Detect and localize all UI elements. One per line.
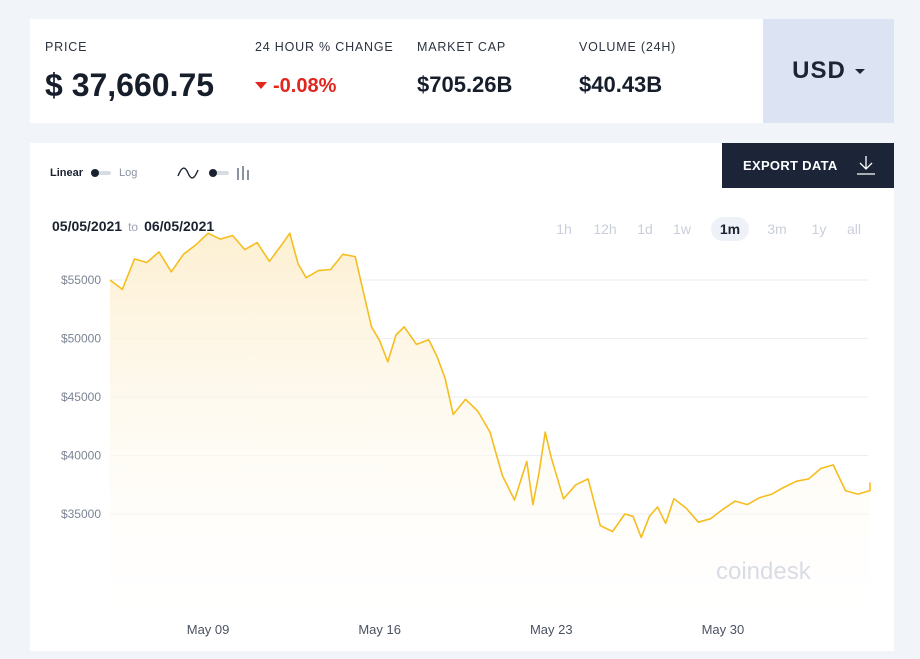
y-tick-label: $45000 — [61, 390, 101, 404]
currency-label: USD — [792, 57, 846, 84]
toggle-knob — [209, 169, 218, 177]
change-label: 24 HOUR % CHANGE — [255, 40, 394, 54]
export-data-button[interactable]: EXPORT DATA — [722, 143, 894, 188]
scale-log-label[interactable]: Log — [119, 167, 138, 179]
y-tick-label: $35000 — [61, 507, 101, 521]
x-tick-label: May 16 — [358, 622, 401, 637]
volume-label: VOLUME (24H) — [579, 40, 677, 54]
chevron-down-icon — [854, 68, 865, 74]
chart-controls: Linear Log — [50, 165, 251, 181]
caret-down-icon — [255, 82, 267, 89]
coindesk-watermark: coindesk — [716, 558, 812, 585]
period-12h[interactable]: 12h — [593, 221, 617, 237]
range-to: 06/05/2021 — [144, 218, 215, 234]
chart-card: $35000 $40000 $45000 $50000 $55000 May 09 May… — [30, 143, 894, 651]
y-tick-label: $55000 — [61, 273, 101, 287]
line-chart-icon[interactable] — [177, 167, 200, 179]
chart-type-toggle[interactable] — [209, 169, 230, 177]
market-cap-label: MARKET CAP — [417, 40, 507, 54]
period-1m[interactable]: 1m — [711, 217, 749, 241]
change-value: -0.08% — [255, 75, 336, 98]
period-1w[interactable]: 1w — [673, 221, 691, 237]
period-1y[interactable]: 1y — [811, 221, 827, 237]
period-all[interactable]: all — [846, 221, 861, 237]
currency-select[interactable]: USD — [763, 19, 894, 123]
volume-value: $40.43B — [579, 72, 663, 97]
period-3m[interactable]: 3m — [767, 221, 787, 237]
bar-chart-icon[interactable] — [237, 166, 251, 180]
period-1d[interactable]: 1d — [637, 221, 653, 237]
price-area — [110, 233, 870, 621]
toggle-knob — [91, 169, 100, 177]
x-tick-label: May 09 — [187, 622, 230, 637]
y-tick-label: $50000 — [61, 332, 101, 346]
change-percent: -0.08% — [273, 75, 337, 97]
x-tick-label: May 23 — [530, 622, 573, 637]
range-to-word: to — [128, 220, 139, 234]
export-data-label: EXPORT DATA — [743, 158, 838, 173]
period-selector: 1h 12h 1d 1w 1m 3m 1y all — [30, 217, 894, 241]
download-icon — [857, 156, 875, 175]
y-tick-label: $40000 — [61, 449, 101, 463]
scale-linear-label[interactable]: Linear — [50, 167, 84, 179]
date-range[interactable]: 05/05/2021 to 06/05/2021 — [52, 218, 214, 234]
market-cap-value: $705.26B — [417, 72, 513, 97]
price-label: PRICE — [45, 40, 88, 54]
scale-toggle[interactable] — [91, 169, 112, 177]
price-line — [109, 232, 871, 539]
range-from: 05/05/2021 — [52, 218, 123, 234]
period-1h[interactable]: 1h — [556, 221, 572, 237]
price-value: $ 37,660.75 — [45, 67, 215, 103]
x-tick-label: May 30 — [702, 622, 745, 637]
stats-bar: PRICE $ 37,660.75 24 HOUR % CHANGE -0.08… — [30, 19, 894, 123]
price-chart: $35000 $40000 $45000 $50000 $55000 May 09 May… — [61, 232, 871, 637]
